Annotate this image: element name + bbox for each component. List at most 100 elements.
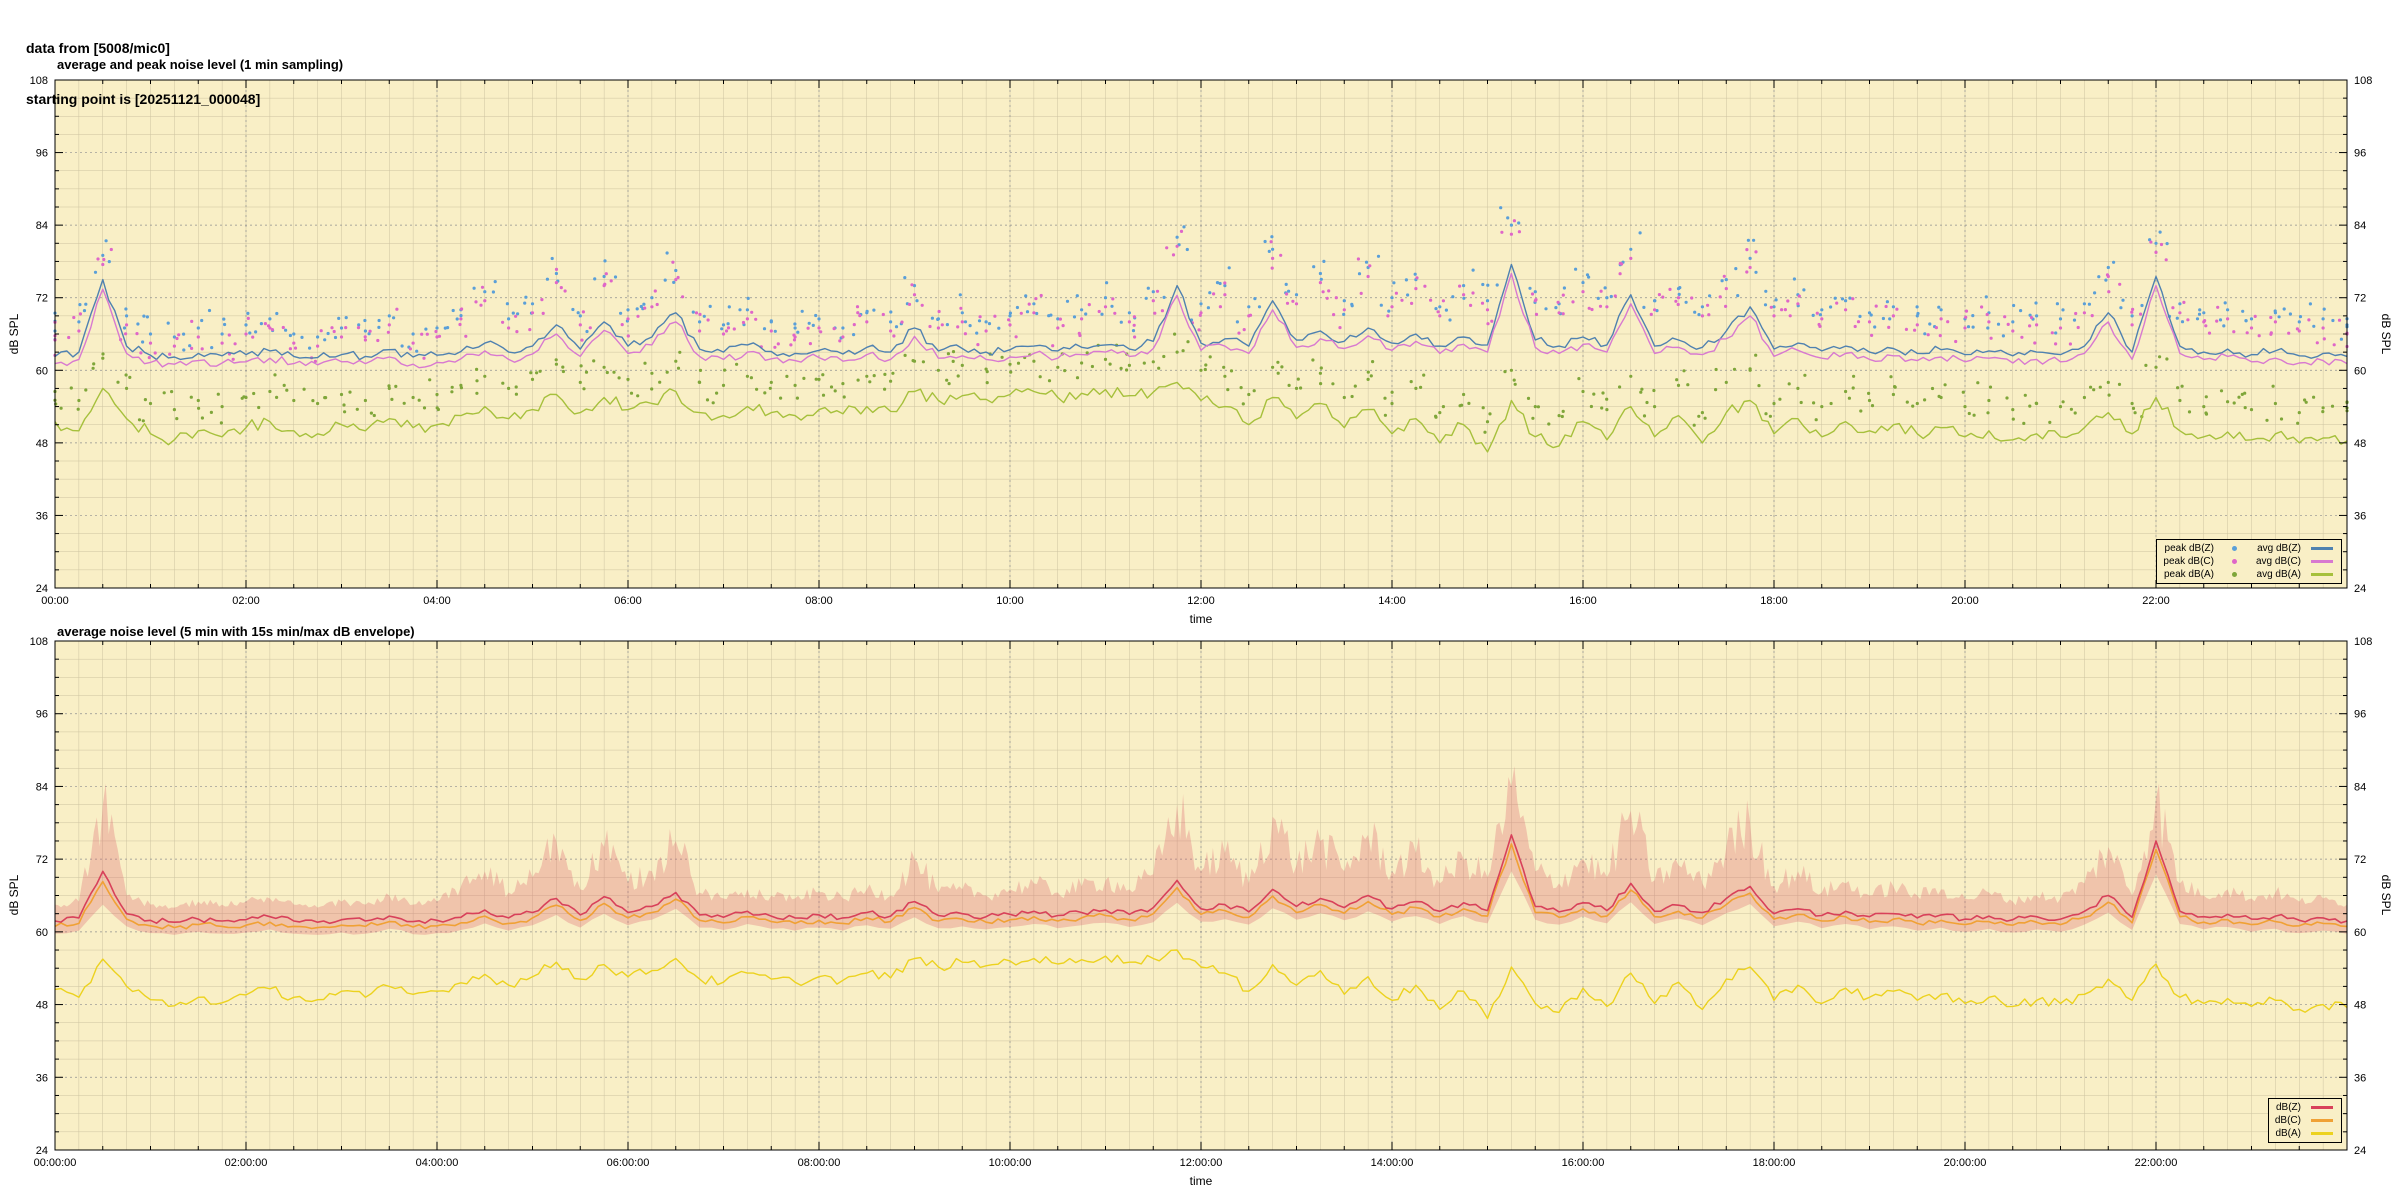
svg-text:72: 72: [36, 293, 48, 305]
svg-text:18:00:00: 18:00:00: [1753, 1157, 1796, 1169]
legend-label: peak dB(A): [2163, 569, 2214, 580]
svg-text:96: 96: [36, 709, 48, 721]
svg-text:08:00:00: 08:00:00: [798, 1157, 841, 1169]
svg-text:12:00:00: 12:00:00: [1180, 1157, 1223, 1169]
chart1-ylabel-right: dB SPL: [2379, 313, 2393, 355]
svg-text:16:00: 16:00: [1569, 595, 1597, 607]
tick-labels: 00:00 02:00 04:00 06:00 08:00 10:00 12:00 14:00…: [30, 75, 2373, 607]
svg-text:10:00: 10:00: [996, 595, 1024, 607]
svg-text:72: 72: [2354, 854, 2366, 866]
svg-text:72: 72: [36, 854, 48, 866]
series-peak-db-c-: [53, 219, 2349, 363]
line-marker-icon: [2309, 573, 2335, 576]
series-peak-db-z-: [53, 206, 2349, 353]
svg-text:96: 96: [2354, 148, 2366, 160]
svg-text:36: 36: [36, 1072, 48, 1084]
svg-text:72: 72: [2354, 293, 2366, 305]
legend-label: dB(Z): [2276, 1102, 2301, 1113]
svg-text:108: 108: [2354, 636, 2372, 648]
chart1-xlabel: time: [1189, 612, 1213, 626]
svg-text:84: 84: [36, 220, 48, 232]
svg-text:20:00: 20:00: [1951, 595, 1979, 607]
header: data from [5008/mic0] starting point is …: [26, 6, 260, 125]
svg-text:108: 108: [30, 75, 48, 87]
svg-text:60: 60: [2354, 927, 2366, 939]
svg-text:48: 48: [2354, 438, 2366, 450]
svg-text:48: 48: [36, 438, 48, 450]
series-peak-db-a-: [53, 332, 2349, 434]
series-avg-db-c-: [54, 272, 2348, 369]
svg-text:18:00: 18:00: [1760, 595, 1788, 607]
svg-text:06:00: 06:00: [614, 595, 642, 607]
header-line1: data from [5008/mic0]: [26, 40, 170, 56]
svg-text:24: 24: [2354, 583, 2366, 595]
svg-text:20:00:00: 20:00:00: [1944, 1157, 1987, 1169]
svg-text:12:00: 12:00: [1187, 595, 1215, 607]
svg-text:14:00:00: 14:00:00: [1371, 1157, 1414, 1169]
line-marker-icon: [2309, 1106, 2335, 1109]
plot-border: [54, 640, 2348, 1151]
svg-text:60: 60: [36, 365, 48, 377]
chart2-xlabel: time: [1189, 1174, 1213, 1188]
svg-text:96: 96: [36, 148, 48, 160]
series-avg-db-z-: [54, 263, 2348, 361]
svg-text:24: 24: [36, 583, 48, 595]
legend-label: dB(C): [2274, 1115, 2301, 1126]
svg-text:00:00:00: 00:00:00: [34, 1157, 77, 1169]
series-db-c-: [54, 843, 2348, 930]
legend-label: dB(A): [2275, 1128, 2301, 1139]
legend-label: avg dB(A): [2256, 569, 2301, 580]
svg-text:60: 60: [36, 927, 48, 939]
svg-text:60: 60: [2354, 365, 2366, 377]
svg-text:02:00:00: 02:00:00: [225, 1157, 268, 1169]
svg-text:00:00: 00:00: [41, 595, 69, 607]
svg-text:24: 24: [2354, 1145, 2366, 1157]
svg-text:84: 84: [2354, 220, 2366, 232]
legend-label: peak dB(C): [2163, 556, 2214, 567]
legend-label: avg dB(Z): [2257, 543, 2301, 554]
line-marker-icon: [2309, 1119, 2335, 1122]
chart2-ylabel-right: dB SPL: [2379, 874, 2393, 916]
dot-marker-icon: [2222, 546, 2248, 551]
chart2-title: average noise level (5 min with 15s min/…: [57, 624, 415, 639]
series-db-z-min-max-envelope: [55, 766, 2347, 935]
dot-marker-icon: [2222, 559, 2248, 564]
svg-text:24: 24: [36, 1145, 48, 1157]
chart2-legend: dB(Z) dB(C) dB(A): [2267, 1098, 2342, 1143]
svg-text:108: 108: [30, 636, 48, 648]
svg-text:02:00: 02:00: [232, 595, 260, 607]
svg-text:36: 36: [2354, 510, 2366, 522]
svg-text:14:00: 14:00: [1378, 595, 1406, 607]
chart2-ylabel-left: dB SPL: [7, 874, 21, 916]
line-marker-icon: [2309, 1132, 2335, 1135]
chart1-ylabel-left: dB SPL: [7, 313, 21, 355]
svg-text:48: 48: [36, 1000, 48, 1012]
svg-text:22:00: 22:00: [2142, 595, 2170, 607]
chart-2: 00:00:00 02:00:00 04:00:00 06:00:00 08:00:00…: [30, 636, 2373, 1169]
svg-text:84: 84: [2354, 781, 2366, 793]
svg-text:96: 96: [2354, 709, 2366, 721]
header-line2: starting point is [20251121_000048]: [26, 91, 261, 107]
svg-text:06:00:00: 06:00:00: [607, 1157, 650, 1169]
line-marker-icon: [2309, 547, 2335, 550]
line-marker-icon: [2309, 560, 2335, 563]
legend-label: avg dB(C): [2255, 556, 2301, 567]
series-db-z-: [54, 834, 2348, 925]
plot-border: [54, 79, 2348, 589]
svg-text:36: 36: [36, 510, 48, 522]
series-db-a-: [54, 949, 2348, 1020]
svg-text:36: 36: [2354, 1072, 2366, 1084]
dot-marker-icon: [2222, 572, 2248, 577]
svg-text:04:00:00: 04:00:00: [416, 1157, 459, 1169]
svg-text:22:00:00: 22:00:00: [2135, 1157, 2178, 1169]
chart1-legend: peak dB(Z) avg dB(Z) peak dB(C) avg dB(C) pe…: [2156, 539, 2342, 584]
svg-text:108: 108: [2354, 75, 2372, 87]
svg-text:04:00: 04:00: [423, 595, 451, 607]
svg-text:16:00:00: 16:00:00: [1562, 1157, 1605, 1169]
svg-text:48: 48: [2354, 1000, 2366, 1012]
series-avg-db-a-: [54, 381, 2348, 453]
svg-text:10:00:00: 10:00:00: [989, 1157, 1032, 1169]
chart1-title: average and peak noise level (1 min samp…: [57, 57, 344, 72]
svg-text:84: 84: [36, 781, 48, 793]
